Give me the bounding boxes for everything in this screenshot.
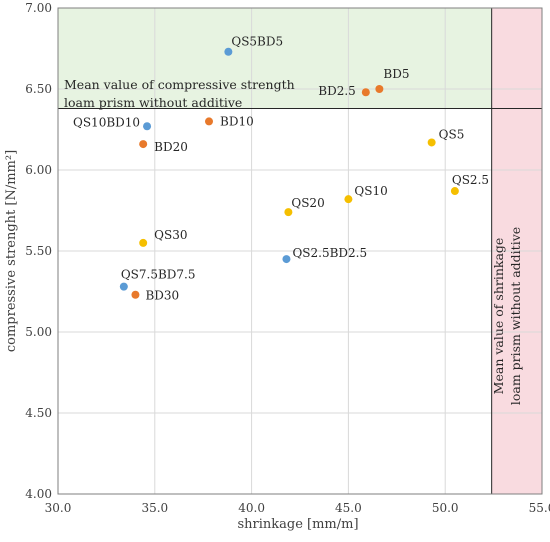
- y-axis-label: compressive strenght [N/mm²]: [4, 150, 19, 352]
- data-point-QS20: [284, 208, 293, 217]
- point-label-QS10BD10: QS10BD10: [73, 115, 140, 129]
- point-label-QS30: QS30: [154, 228, 187, 242]
- data-point-QS2.5BD2.5: [282, 255, 291, 264]
- horizontal-line-label-line1: Mean value of compressive strength: [64, 77, 295, 92]
- data-point-QS5BD5: [224, 47, 233, 56]
- point-label-BD2.5: BD2.5: [318, 84, 356, 98]
- point-label-QS7.5BD7.5: QS7.5BD7.5: [121, 268, 196, 282]
- point-labels: QS5BD5 BD2.5 BD5 QS10BD10 BD10 BD20 QS5 QS2.5 QS…: [73, 35, 489, 303]
- y-tick-label: 6.00: [25, 163, 52, 177]
- x-axis-label: shrinkage [mm/m]: [237, 517, 358, 532]
- data-point-QS7.5BD7.5: [119, 282, 128, 291]
- horizontal-line-label-line2: loam prism without additive: [64, 95, 242, 110]
- point-label-QS10: QS10: [354, 184, 387, 198]
- x-tick-label: 35.0: [141, 501, 168, 515]
- point-label-QS20: QS20: [291, 196, 324, 210]
- point-label-BD20: BD20: [154, 140, 188, 154]
- point-label-QS2.5: QS2.5: [452, 173, 489, 187]
- shaded-region-green: [58, 8, 492, 109]
- y-tick-label: 5.50: [25, 244, 52, 258]
- point-label-BD5: BD5: [383, 67, 409, 81]
- data-point-BD30: [131, 290, 140, 299]
- y-tick-label: 4.50: [25, 406, 52, 420]
- data-point-QS2.5: [450, 187, 459, 196]
- x-tick-label: 30.0: [45, 501, 72, 515]
- x-tick-label: 45.0: [335, 501, 362, 515]
- reference-lines: [58, 8, 542, 494]
- x-tick-label: 50.0: [432, 501, 459, 515]
- y-tick-label: 7.00: [25, 1, 52, 15]
- x-tick-label: 40.0: [238, 501, 265, 515]
- data-point-QS5: [427, 138, 436, 147]
- data-point-BD20: [139, 140, 148, 149]
- point-label-BD30: BD30: [145, 289, 179, 303]
- point-label-QS5BD5: QS5BD5: [231, 35, 283, 49]
- vertical-line-label-line1: Mean value of shrinkage: [491, 238, 506, 395]
- data-points: [119, 47, 459, 299]
- y-tick-label: 5.00: [25, 325, 52, 339]
- data-point-BD10: [205, 117, 214, 126]
- point-label-QS2.5BD2.5: QS2.5BD2.5: [292, 246, 367, 260]
- data-point-QS30: [139, 238, 148, 247]
- data-point-QS10: [344, 195, 353, 204]
- data-point-QS10BD10: [143, 122, 152, 131]
- y-tick-label: 6.50: [25, 82, 52, 96]
- x-tick-label: 55.0: [529, 501, 550, 515]
- plot-frame: [57, 7, 543, 495]
- point-label-BD10: BD10: [220, 114, 254, 128]
- vertical-line-label-line2: loam prism without additive: [508, 227, 523, 405]
- data-point-BD5: [375, 85, 384, 93]
- x-tick-labels: 30.0 35.0 40.0 45.0 50.0 55.0: [45, 501, 550, 515]
- y-tick-label: 4.00: [25, 487, 52, 501]
- y-tick-labels: 4.00 4.50 5.00 5.50 6.00 6.50 7.00: [25, 1, 52, 501]
- data-point-BD2.5: [361, 88, 370, 97]
- point-label-QS5: QS5: [439, 127, 465, 141]
